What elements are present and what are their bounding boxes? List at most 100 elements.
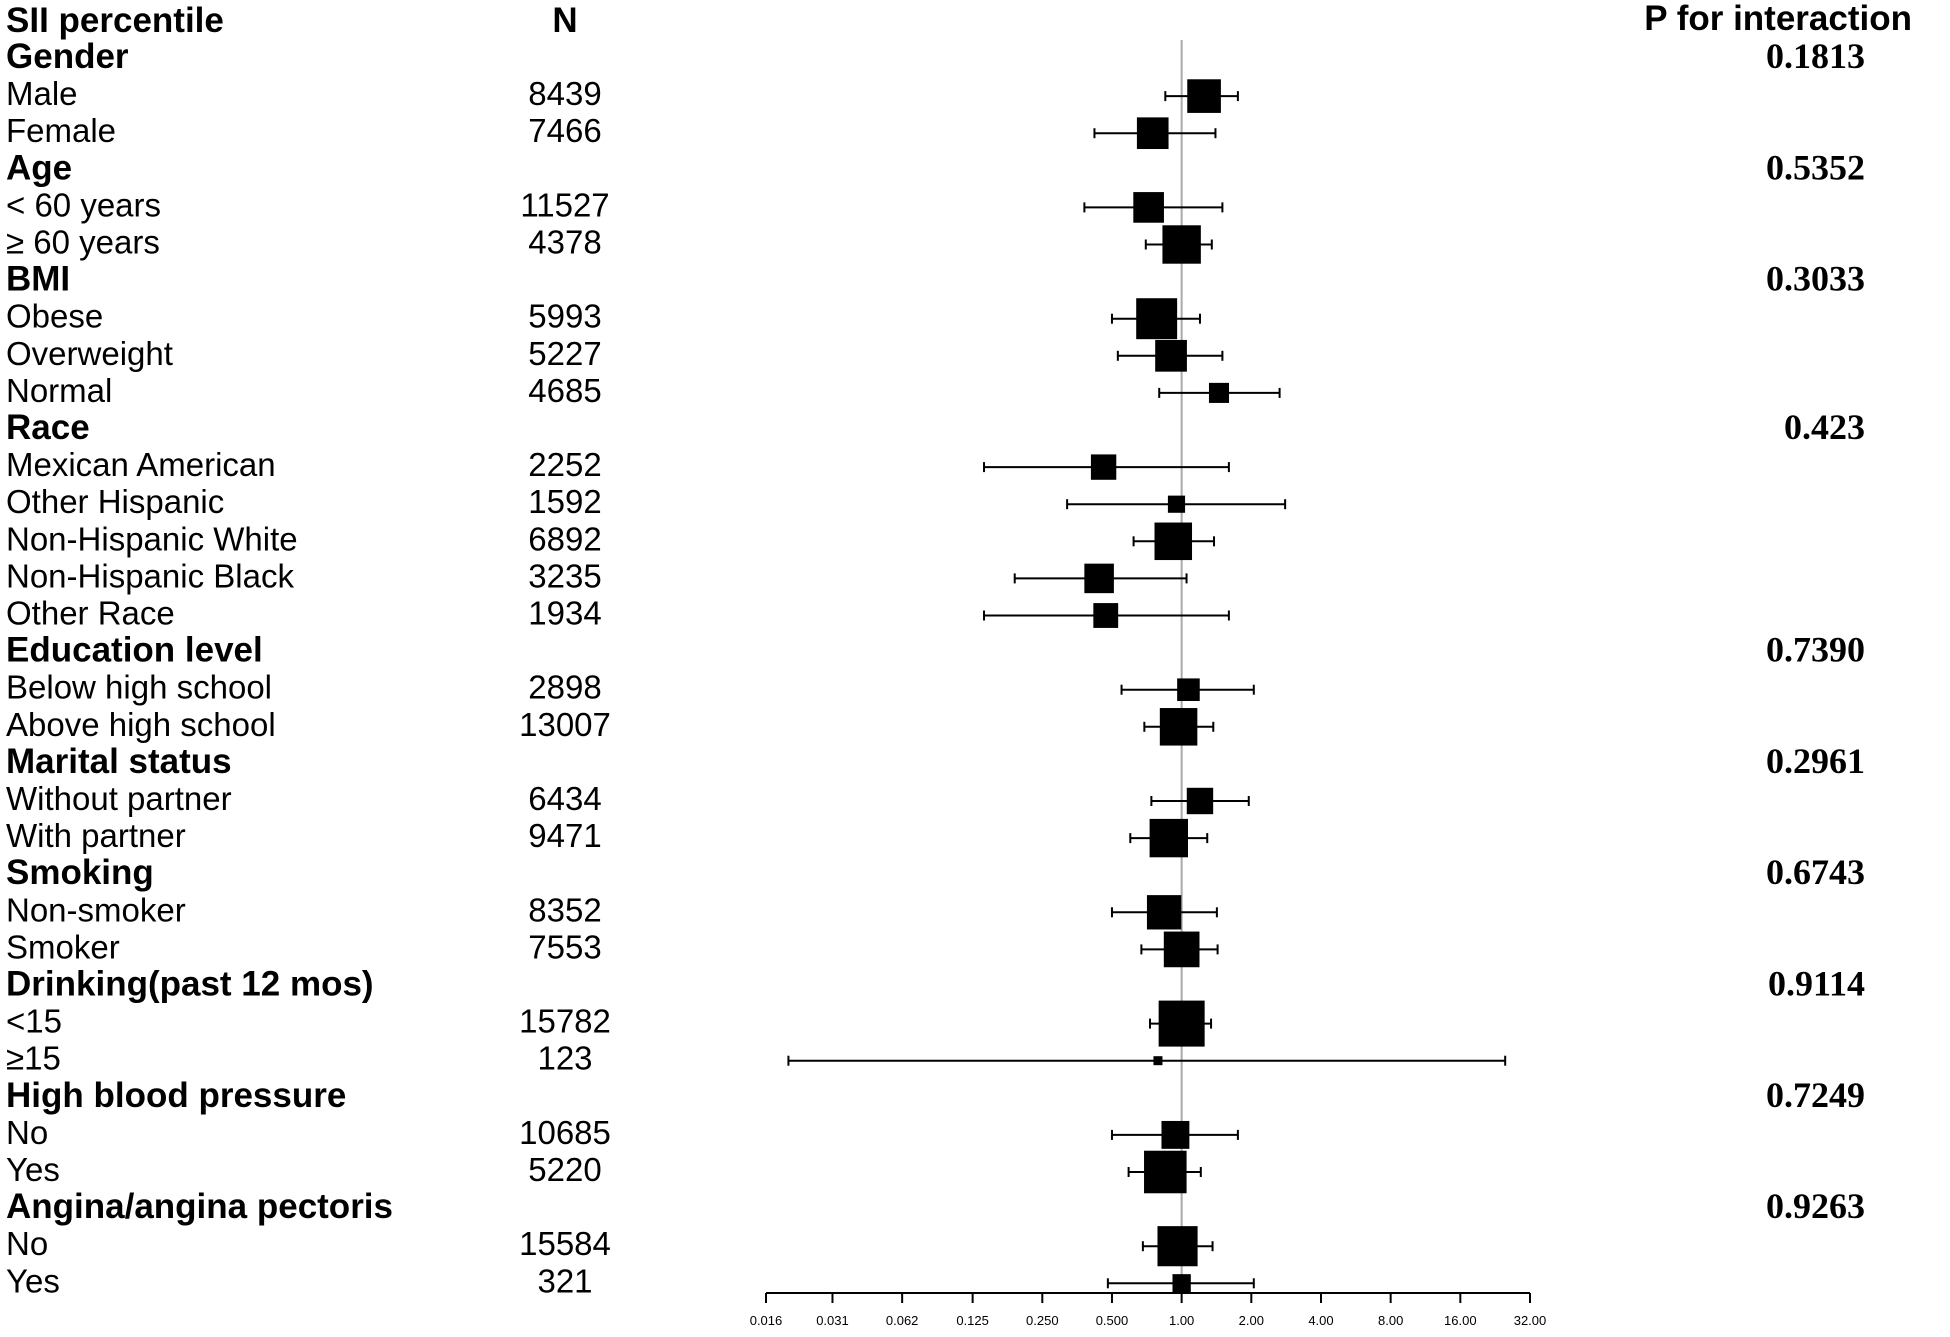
n-value: 6434 [528,780,601,817]
point-estimate-marker [1136,117,1169,150]
n-value: 15782 [519,1003,611,1040]
n-value: 7466 [528,112,601,149]
p-interaction-value: 0.2961 [1766,741,1865,781]
p-column-header: P for interaction [1644,0,1912,38]
x-tick-label: 0.500 [1096,1313,1129,1328]
subgroup-label: Other Race [6,595,175,632]
n-value: 1592 [528,483,601,520]
x-tick-label: 2.00 [1239,1313,1264,1328]
x-tick-label: 0.125 [956,1313,989,1328]
subgroup-label: <15 [6,1003,62,1040]
group-label: Marital status [6,742,232,781]
n-value: 321 [537,1262,592,1299]
point-estimate-marker [1172,1274,1191,1293]
x-tick-label: 0.016 [750,1313,783,1328]
p-interaction-value: 0.7249 [1766,1075,1865,1115]
subgroup-label: Overweight [6,335,173,372]
group-label: Smoking [6,853,154,892]
point-estimate-marker [1093,603,1119,628]
x-tick-label: 4.00 [1308,1313,1333,1328]
n-value: 13007 [519,706,611,743]
p-interaction-value: 0.1813 [1766,36,1865,76]
subgroup-label: Obese [6,298,103,335]
x-tick-label: 32.00 [1514,1313,1547,1328]
subgroup-label: Non-smoker [6,891,186,928]
x-tick-label: 16.00 [1444,1313,1477,1328]
p-interaction-value: 0.6743 [1766,852,1865,892]
x-tick-label: 0.031 [816,1313,849,1328]
subgroup-label: Female [6,112,116,149]
subgroup-label: Other Hispanic [6,483,224,520]
point-estimate-marker [1208,382,1230,403]
x-tick-label: 0.250 [1026,1313,1059,1328]
point-estimate-marker [1177,678,1200,701]
subgroup-label: No [6,1225,48,1262]
point-estimate-marker [1154,522,1193,561]
point-estimate-marker [1090,454,1117,480]
n-value: 2898 [528,669,601,706]
point-estimate-marker [1136,298,1178,340]
subgroup-label: ≥15 [6,1040,61,1077]
p-interaction-value: 0.5352 [1766,147,1865,187]
point-estimate-marker [1162,225,1201,264]
point-estimate-marker [1186,787,1214,815]
x-tick-label: 1.00 [1169,1313,1194,1328]
point-estimate-marker [1146,895,1182,930]
x-tick-label: 0.062 [886,1313,919,1328]
p-interaction-value: 0.9114 [1768,964,1865,1004]
point-estimate-marker [1157,1226,1198,1267]
label-column-header: SII percentile [6,1,224,40]
x-tick-label: 8.00 [1378,1313,1403,1328]
p-interaction-value: 0.423 [1784,407,1865,447]
subgroup-label: < 60 years [6,186,161,223]
point-estimate-marker [1163,931,1200,968]
n-value: 15584 [519,1225,611,1262]
subgroup-label: Male [6,75,78,112]
n-value: 5993 [528,298,601,335]
n-value: 1934 [528,595,601,632]
p-interaction-value: 0.7390 [1766,630,1865,670]
subgroup-label: Non-Hispanic White [6,520,298,557]
x-axis: 0.016 0.031 0.062 0.125 0.250 0.500 1.00 2.00 4.… [750,1292,1547,1328]
subgroup-label: Yes [6,1262,60,1299]
n-value: 8352 [528,891,601,928]
subgroup-label: Smoker [6,928,120,965]
n-value: 6892 [528,520,601,557]
point-estimate-marker [1144,1150,1187,1194]
n-value: 123 [537,1040,592,1077]
point-estimate-marker [1161,1120,1190,1149]
group-label: Race [6,408,90,447]
group-label: Education level [6,631,263,670]
n-value: 7553 [528,928,601,965]
n-value: 10685 [519,1114,611,1151]
n-value: 9471 [528,817,601,854]
subgroup-label: Without partner [6,780,232,817]
p-interaction-value: 0.3033 [1766,259,1865,299]
subgroup-label: Yes [6,1151,60,1188]
forest-rows: Gender 0.1813 Male 8439 Female 7466 Age 0.5352 <… [6,36,1865,1299]
point-estimate-marker [1155,339,1187,372]
point-estimate-marker [1167,495,1186,513]
subgroup-label: Non-Hispanic Black [6,557,294,594]
group-label: BMI [6,260,70,299]
subgroup-label: With partner [6,817,186,854]
subgroup-label: Below high school [6,669,272,706]
subgroup-label: Normal [6,372,112,409]
subgroup-label: No [6,1114,48,1151]
subgroup-label: Mexican American [6,446,276,483]
point-estimate-marker [1153,1056,1163,1066]
n-column-header: N [552,1,577,40]
group-label: Angina/angina pectoris [6,1187,393,1226]
n-value: 4685 [528,372,601,409]
p-interaction-value: 0.9263 [1766,1186,1865,1226]
point-estimate-marker [1158,1000,1205,1047]
subgroup-label: Above high school [6,706,276,743]
point-estimate-marker [1149,818,1188,858]
point-estimate-marker [1133,192,1164,223]
group-label: Age [6,148,72,187]
n-value: 2252 [528,446,601,483]
n-value: 5220 [528,1151,601,1188]
n-value: 5227 [528,335,601,372]
point-estimate-marker [1159,708,1198,746]
